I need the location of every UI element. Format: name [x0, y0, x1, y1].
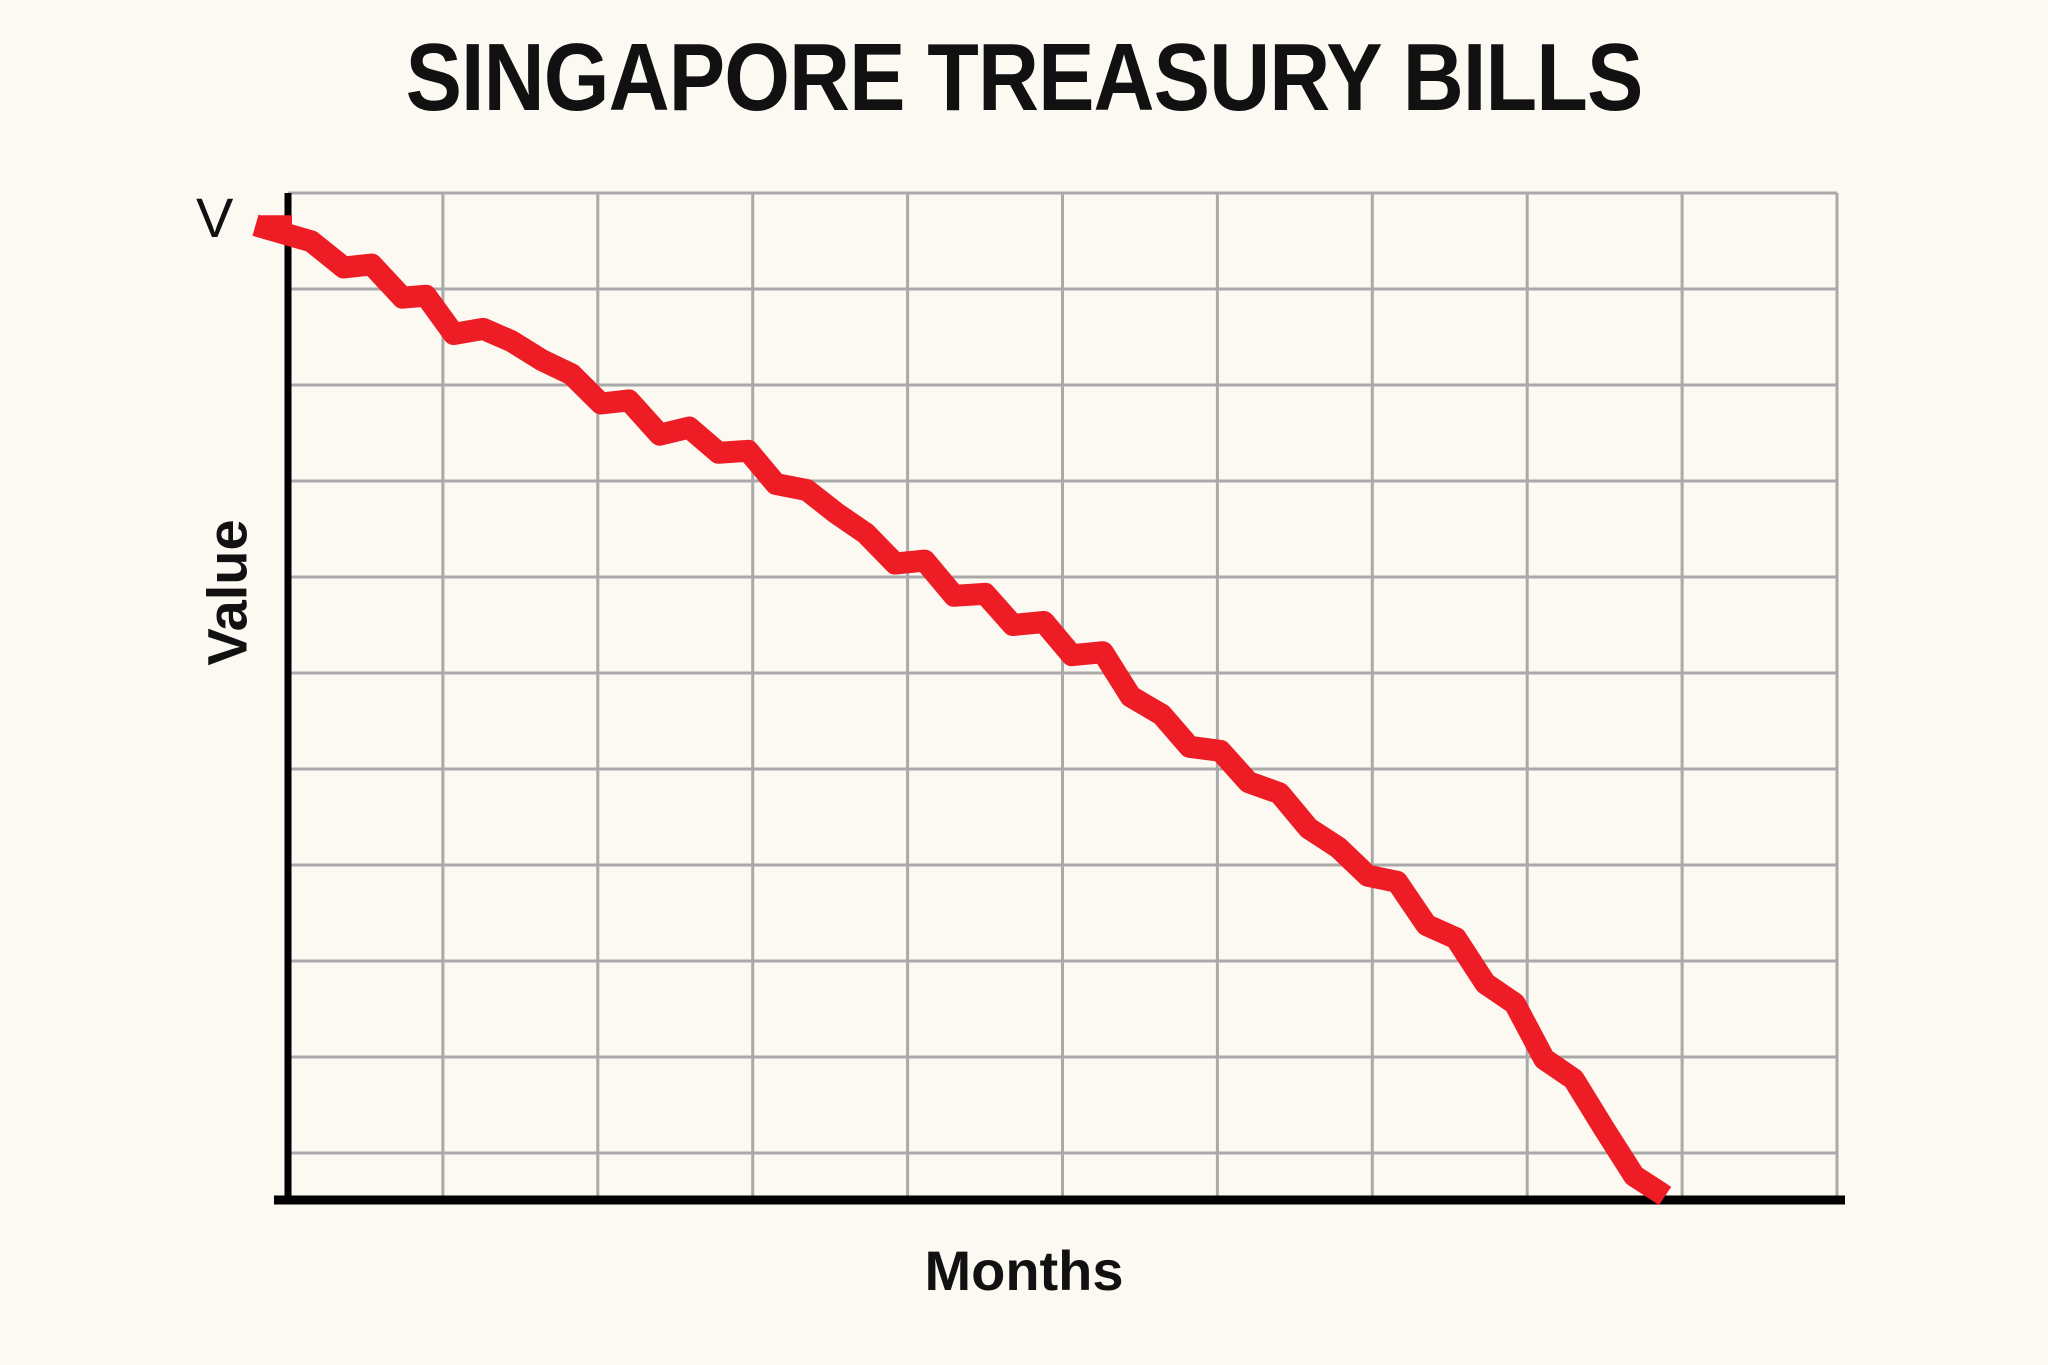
- x-axis-label: Months: [924, 1239, 1124, 1302]
- y-axis-label: Value: [195, 519, 259, 666]
- page-title: SINGAPORE TREASURY BILLS: [405, 24, 1644, 131]
- y-axis-tick-label: V: [196, 186, 234, 249]
- data-series-line: [252, 214, 1672, 1206]
